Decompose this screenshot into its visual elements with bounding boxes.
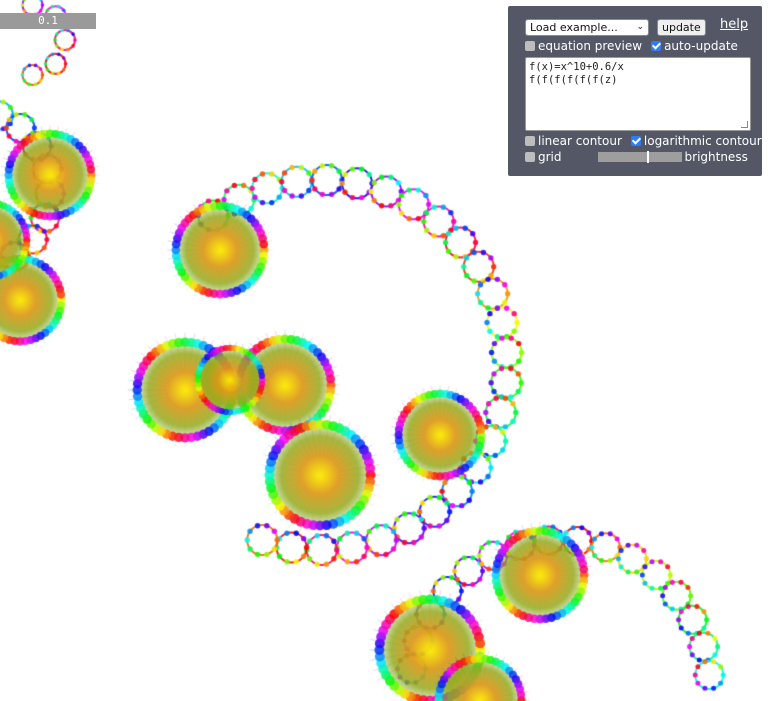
load-example-select[interactable]: Load example... ⌄ <box>525 19 649 36</box>
help-link[interactable]: help <box>720 17 749 32</box>
auto-update-label: auto-update <box>664 39 738 53</box>
scale-badge: 0.1 <box>0 13 96 29</box>
contour-row: linear contour logarithmic contour <box>525 134 762 148</box>
grid-brightness-row: grid brightness <box>525 150 748 164</box>
brightness-slider[interactable] <box>597 151 682 163</box>
editor-line: f(x)=x^10+0.6/x <box>529 61 624 73</box>
logarithmic-contour-label: logarithmic contour <box>643 134 762 148</box>
load-example-label: Load example... <box>530 21 618 34</box>
brightness-label: brightness <box>684 150 748 164</box>
equation-editor[interactable]: f(x)=x^10+0.6/x f(f(f(f(f(f(z) <box>525 57 751 131</box>
resize-grip-icon[interactable] <box>741 121 748 128</box>
auto-update-checkbox[interactable] <box>651 41 662 51</box>
update-button[interactable]: update <box>657 19 706 36</box>
top-controls-row: Load example... ⌄ update <box>525 19 706 36</box>
brightness-slider-thumb[interactable] <box>646 151 649 163</box>
preview-row: equation preview auto-update <box>525 39 738 53</box>
logarithmic-contour-checkbox[interactable] <box>630 136 641 146</box>
linear-contour-checkbox[interactable] <box>525 136 535 146</box>
chevron-down-icon: ⌄ <box>636 22 644 32</box>
grid-checkbox[interactable] <box>525 152 535 162</box>
equation-preview-checkbox[interactable] <box>525 41 535 51</box>
linear-contour-label: linear contour <box>538 134 622 148</box>
control-panel: Load example... ⌄ update help equation p… <box>508 6 762 176</box>
equation-preview-label: equation preview <box>538 39 643 53</box>
editor-line: f(f(f(f(f(f(z) <box>529 74 618 86</box>
grid-label: grid <box>538 150 562 164</box>
